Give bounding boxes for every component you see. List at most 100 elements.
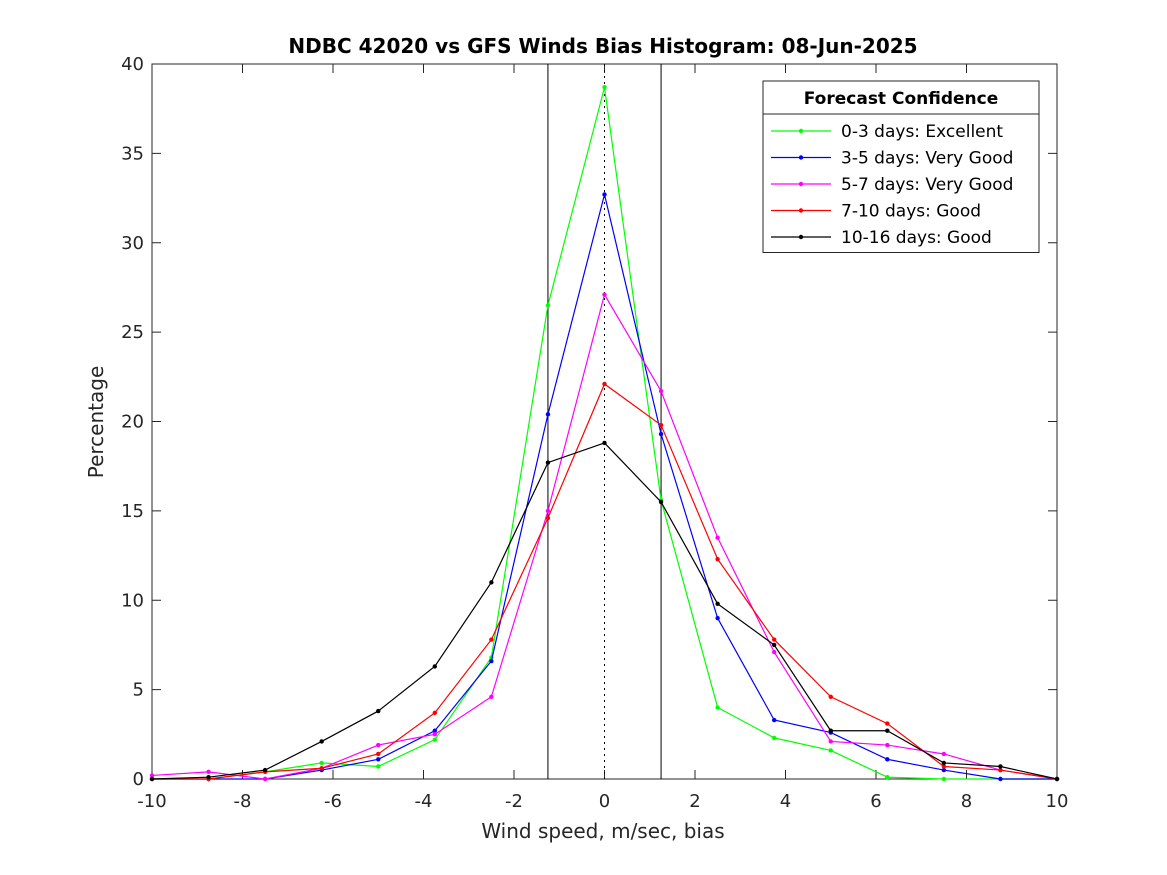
legend-marker-2: [798, 155, 804, 160]
series-2-point: [602, 192, 607, 197]
series-3-point: [149, 773, 155, 778]
series-5-point: [715, 601, 720, 607]
chart-title: NDBC 42020 vs GFS Winds Bias Histogram: …: [288, 34, 917, 58]
x-tick-label: -6: [324, 791, 342, 812]
series-3-point: [545, 508, 551, 514]
y-tick-label: 40: [121, 54, 144, 75]
legend-marker-1: [798, 128, 804, 134]
series-4-point: [715, 556, 720, 562]
series-1-point: [376, 764, 381, 769]
series-2-point: [489, 658, 494, 664]
series-4-point: [771, 637, 777, 642]
series-5-point: [771, 642, 777, 648]
series-5-point: [1054, 776, 1060, 782]
series-4-point: [545, 515, 551, 521]
series-5-point: [319, 739, 324, 744]
series-3-point: [376, 742, 381, 748]
series-3-point: [885, 742, 890, 748]
y-tick-label: 35: [121, 143, 144, 164]
y-tick-label: 25: [121, 322, 144, 343]
x-tick-label: -4: [415, 791, 433, 812]
series-1-point: [771, 735, 777, 741]
y-tick-label: 5: [133, 680, 144, 701]
series-5-point: [941, 760, 947, 766]
series-3-point: [771, 649, 777, 655]
series-5-point: [262, 767, 268, 773]
y-tick-label: 10: [121, 590, 144, 611]
series-4-point: [602, 381, 607, 387]
series-2-point: [545, 412, 551, 417]
series-3-point: [658, 388, 664, 394]
series-3-point: [489, 694, 494, 699]
legend-entry-5: 10-16 days: Good: [841, 228, 992, 248]
legend-box: [762, 80, 1040, 253]
x-tick-label: 2: [689, 791, 700, 812]
series-2-point: [715, 615, 720, 621]
series-5-point: [376, 708, 381, 714]
legend-entry-1: 0-3 days: Excellent: [841, 122, 1003, 142]
series-4-point: [489, 637, 494, 642]
x-tick-label: -8: [234, 791, 252, 812]
series-5-point: [545, 460, 551, 465]
y-tick-label: 20: [121, 412, 144, 433]
legend: Forecast Confidence 0-3 days: Excellent 3-…: [762, 80, 1040, 253]
series-2-point: [998, 776, 1003, 782]
series-2-point: [658, 431, 664, 437]
legend-title: Forecast Confidence: [804, 89, 999, 109]
series-5-point: [432, 664, 438, 669]
series-2-point: [941, 767, 947, 773]
series-3-point: [262, 776, 268, 782]
y-axis-label: Percentage: [84, 366, 108, 479]
series-4-point: [941, 764, 947, 769]
series-4-point: [998, 767, 1003, 773]
series-4-point: [828, 694, 833, 699]
series-4-point: [376, 751, 381, 757]
series-2-point: [885, 757, 890, 762]
legend-marker-5: [798, 234, 804, 240]
series-4-point: [658, 422, 664, 428]
x-tick-label: 4: [780, 791, 791, 812]
series-1-point: [941, 776, 947, 782]
series-5-point: [828, 728, 833, 733]
legend-entry-2: 3-5 days: Very Good: [841, 149, 1013, 169]
series-5-point: [149, 776, 155, 782]
series-1-point: [715, 705, 720, 710]
x-tick-label: -10: [137, 791, 166, 812]
legend-marker-4: [798, 208, 804, 213]
series-5-point: [602, 440, 607, 446]
legend-marker-3: [798, 181, 804, 187]
series-1-point: [432, 737, 438, 742]
series-3-point: [828, 739, 833, 744]
series-1-point: [602, 85, 607, 90]
x-tick-label: 10: [1046, 791, 1069, 812]
series-1-point: [828, 748, 833, 753]
series-2-point: [771, 717, 777, 723]
series-2-point: [432, 728, 438, 733]
series-5-point: [885, 728, 890, 733]
series-3-point: [941, 751, 947, 757]
series-3-point: [715, 535, 720, 540]
series-3-point: [206, 769, 211, 775]
series-3-point: [432, 732, 438, 737]
series-1-point: [885, 775, 890, 780]
x-tick-label: -2: [505, 791, 523, 812]
series-4-point: [432, 710, 438, 716]
y-tick-label: 15: [121, 501, 144, 522]
y-tick-label: 30: [121, 233, 144, 254]
series-5-point: [998, 764, 1003, 769]
x-tick-label: 8: [961, 791, 972, 812]
x-tick-label: 0: [599, 791, 610, 812]
y-tick-label: 0: [133, 769, 144, 790]
series-4-point: [885, 721, 890, 726]
series-1-point: [545, 303, 551, 308]
x-axis-label: Wind speed, m/sec, bias: [481, 819, 724, 843]
x-tick-label: 6: [870, 791, 881, 812]
series-2-point: [376, 757, 381, 762]
series-4-point: [319, 766, 324, 771]
series-5-point: [206, 775, 211, 780]
series-5-point: [489, 580, 494, 585]
legend-entry-4: 7-10 days: Good: [841, 202, 981, 222]
series-3-point: [602, 292, 607, 297]
legend-entry-3: 5-7 days: Very Good: [841, 175, 1013, 195]
